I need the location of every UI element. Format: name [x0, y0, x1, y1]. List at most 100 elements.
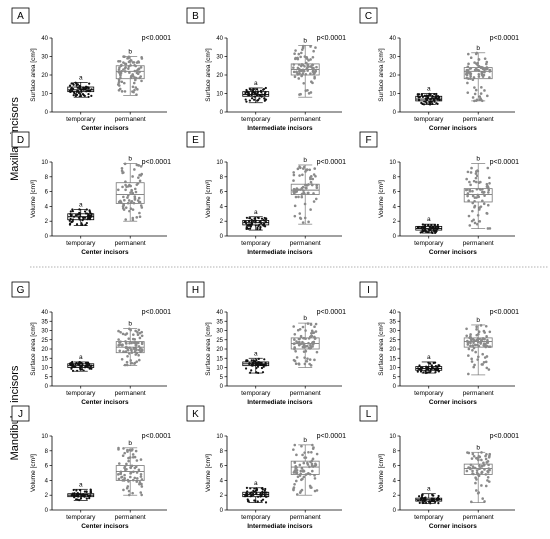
data-point — [301, 325, 305, 329]
data-point — [487, 463, 490, 467]
box — [242, 91, 270, 97]
data-point — [438, 364, 441, 367]
data-point — [131, 216, 135, 220]
data-point — [308, 484, 312, 488]
panel-letter-box — [359, 131, 378, 148]
data-point — [488, 76, 491, 79]
data-point — [479, 324, 483, 327]
data-point — [428, 94, 432, 97]
data-point — [423, 500, 426, 503]
data-point — [474, 350, 477, 354]
data-point — [256, 93, 259, 96]
data-point — [78, 499, 81, 502]
data-point — [302, 342, 306, 346]
data-point — [476, 213, 480, 217]
data-point — [81, 92, 85, 96]
data-point — [116, 188, 120, 192]
data-point — [467, 199, 470, 202]
data-point — [87, 92, 90, 96]
data-point — [486, 227, 490, 230]
data-point — [245, 216, 249, 219]
data-point — [117, 329, 120, 333]
data-point — [293, 338, 296, 341]
y-tick-label: 8 — [220, 175, 224, 181]
data-point — [257, 363, 260, 366]
data-point — [139, 347, 142, 350]
data-point — [85, 363, 89, 367]
data-point — [483, 194, 486, 197]
data-point — [261, 488, 264, 491]
data-point — [297, 63, 301, 66]
data-point — [263, 216, 266, 220]
data-point — [72, 87, 75, 91]
category-label-permanent: permanent — [463, 240, 494, 247]
y-tick-label: 20 — [216, 347, 223, 353]
data-point — [119, 200, 123, 204]
data-point — [72, 91, 76, 94]
data-point — [313, 474, 316, 477]
p-value: p<0.0001 — [317, 433, 346, 440]
data-point — [480, 190, 484, 194]
data-point — [137, 67, 141, 71]
data-point — [298, 174, 301, 177]
data-point — [313, 489, 317, 493]
data-point — [416, 370, 419, 373]
data-point — [303, 55, 307, 58]
data-point — [71, 82, 75, 85]
data-point — [428, 101, 431, 104]
panel-e: E 0 2 4 6 8 10 Volume [cm³] p<0.0001 temporary a pe… — [186, 131, 346, 256]
data-point — [475, 174, 479, 178]
data-point — [139, 75, 143, 78]
panel-letter: D — [17, 135, 24, 146]
data-point — [264, 220, 268, 224]
data-point — [484, 484, 488, 488]
data-point — [473, 92, 477, 96]
data-point — [263, 358, 266, 361]
data-point — [477, 65, 481, 68]
data-point — [488, 176, 491, 180]
p-value: p<0.0001 — [317, 309, 346, 316]
data-point — [295, 468, 299, 472]
data-point — [303, 356, 306, 359]
data-point — [68, 84, 72, 87]
data-point — [480, 86, 483, 89]
data-point — [119, 330, 122, 334]
data-point — [295, 356, 299, 359]
significance-letter: b — [303, 315, 307, 322]
significance-letter: a — [427, 486, 431, 493]
data-point — [255, 371, 258, 374]
y-tick-label: 2 — [393, 493, 397, 499]
data-point — [247, 94, 251, 97]
x-axis-title: Intermediate incisors — [247, 399, 313, 406]
data-point — [313, 464, 317, 468]
data-point — [244, 91, 247, 95]
data-point — [487, 368, 491, 371]
data-point — [127, 456, 130, 460]
data-point — [134, 465, 138, 469]
data-point — [139, 472, 143, 476]
data-point — [86, 361, 90, 364]
data-point — [469, 74, 472, 78]
data-point — [245, 225, 248, 229]
data-point — [475, 333, 479, 337]
data-point — [424, 370, 427, 373]
data-point — [86, 214, 90, 218]
data-point — [263, 491, 267, 494]
data-point — [84, 223, 87, 226]
category-label-permanent: permanent — [290, 116, 321, 123]
data-point — [258, 94, 261, 97]
data-point — [303, 216, 307, 220]
data-point — [434, 226, 437, 229]
data-point — [302, 189, 305, 192]
data-point — [416, 499, 420, 502]
data-point — [473, 339, 476, 342]
data-point — [69, 88, 73, 91]
data-point — [134, 86, 138, 89]
data-point — [483, 89, 486, 92]
data-point — [480, 99, 484, 103]
data-point — [250, 369, 253, 372]
category-label-permanent: permanent — [290, 390, 321, 397]
data-point — [253, 95, 256, 98]
data-point — [245, 360, 248, 363]
data-point — [264, 225, 267, 228]
